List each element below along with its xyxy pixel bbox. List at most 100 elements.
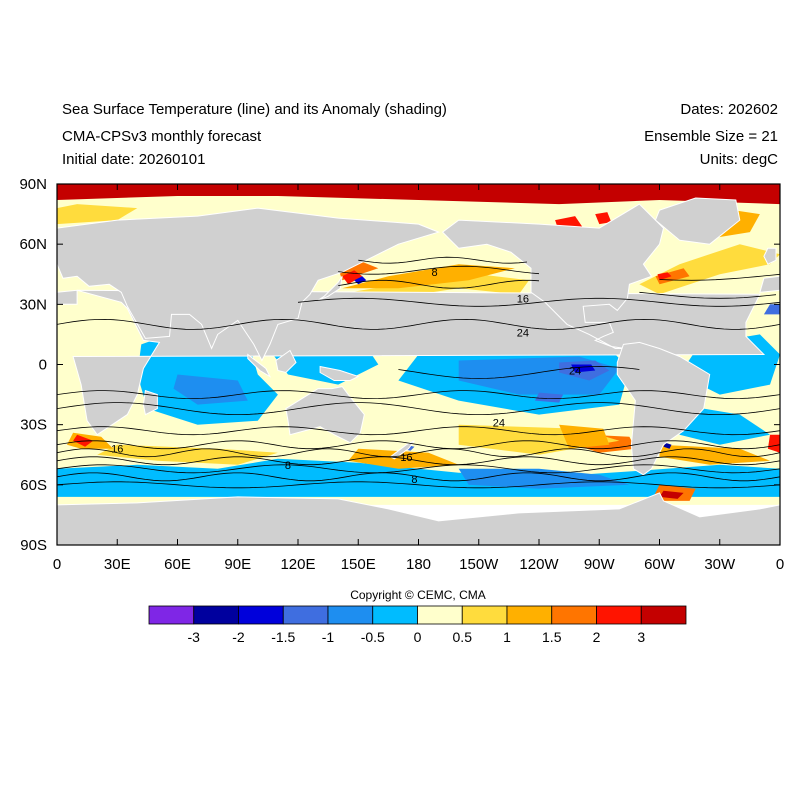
iberia-land — [759, 275, 780, 293]
lat-tick-label: 90S — [20, 537, 47, 554]
chart-title: Sea Surface Temperature (line) and its A… — [62, 101, 447, 118]
isotherm-line — [57, 402, 780, 415]
south-america-land — [616, 341, 711, 476]
lat-tick-label: 0 — [39, 357, 47, 374]
lat-tick-label: 30N — [19, 296, 47, 313]
lat-tick-label: 60S — [20, 477, 47, 494]
colorbar-swatch — [282, 605, 329, 625]
north-america-land — [441, 203, 665, 349]
dates-label: Dates: 202602 — [680, 101, 778, 118]
lon-tick-label: 60W — [644, 556, 676, 573]
contour-label: 8 — [432, 267, 438, 279]
anomaly-region — [57, 204, 138, 225]
isotherm-line — [57, 390, 780, 400]
isotherm-line — [358, 256, 528, 264]
contour-label: 24 — [493, 418, 505, 430]
lon-tick-label: 120W — [519, 556, 559, 573]
isotherm-line — [57, 448, 780, 458]
colorbar-label: -2 — [232, 629, 245, 645]
colorbar-label: -0.5 — [361, 629, 385, 645]
colorbar-swatch — [506, 605, 553, 625]
antarctica-land — [57, 492, 780, 545]
land-masses — [57, 197, 780, 545]
anomaly-region — [657, 272, 672, 281]
isotherm-line — [338, 265, 540, 275]
colorbar-swatch — [596, 605, 642, 625]
contour-label: 24 — [517, 327, 529, 339]
contour-label: 16 — [517, 293, 529, 305]
colorbar-label: -3 — [188, 629, 201, 645]
colorbar-label: 1.5 — [542, 629, 562, 645]
anomaly-region — [173, 374, 248, 405]
contour-label: 8 — [411, 474, 417, 486]
map-ticks: 90N 60N 30N 0 30S 60S 90S 0 30E 60E 90E 120E 150E 180… — [19, 176, 784, 573]
lon-tick-label: 60E — [164, 556, 191, 573]
colorbar-label: 2 — [593, 629, 601, 645]
colorbar-swatch — [148, 605, 195, 625]
anomaly-region — [659, 490, 684, 499]
sumatra-land — [247, 353, 272, 378]
lat-tick-label: 30S — [20, 417, 47, 434]
lat-tick-label: 60N — [19, 236, 47, 253]
borneo-land — [275, 349, 297, 374]
contour-label: 24 — [569, 366, 581, 378]
anomaly-region — [663, 442, 672, 449]
colorbar-swatch — [551, 605, 597, 625]
colorbar-swatch — [238, 605, 284, 625]
anomaly-region — [659, 444, 770, 465]
lon-tick-label: 0 — [776, 556, 784, 573]
isotherm-line — [297, 297, 780, 307]
lon-tick-label: 150W — [459, 556, 499, 573]
initial-date-label: Initial date: 20260101 — [62, 151, 206, 168]
copyright-note: Copyright © CEMC, CMA — [350, 588, 486, 602]
anomaly-region — [763, 304, 780, 315]
madagascar-land — [142, 389, 158, 416]
colorbar-swatch — [327, 605, 374, 625]
colorbar-swatch — [461, 605, 508, 625]
australia-land — [285, 386, 365, 444]
eurasia-land — [57, 207, 441, 362]
uk-land — [763, 247, 777, 265]
isotherm-line — [659, 273, 780, 281]
isotherm-line — [338, 279, 540, 289]
lat-tick-label: 90N — [19, 176, 47, 193]
sst-contours — [57, 256, 780, 489]
contour-label: 16 — [111, 444, 123, 456]
isotherm-line — [639, 291, 777, 299]
anomaly-region — [655, 268, 690, 285]
contour-label: 16 — [400, 452, 412, 464]
anomaly-region — [57, 458, 780, 497]
new-zealand-land — [389, 440, 415, 460]
isotherm-line — [57, 426, 780, 436]
lon-tick-label: 90E — [224, 556, 251, 573]
sst-anomaly-map: 8 16 24 24 24 16 16 8 8 90N 60N 30N 0 30S 60S 90S 0 30E 6… — [19, 176, 784, 573]
anomaly-region — [639, 244, 780, 295]
colorbar-label: -1 — [322, 629, 335, 645]
lon-tick-label: 150E — [341, 556, 376, 573]
contour-labels: 8 16 24 24 24 16 16 8 8 — [111, 267, 581, 486]
isotherm-line — [57, 318, 780, 330]
isotherm-line — [57, 440, 780, 450]
anomaly-region — [458, 468, 630, 489]
colorbar-swatch — [417, 605, 463, 625]
new-guinea-land — [319, 365, 360, 381]
colorbar-swatch — [193, 605, 239, 625]
units-label: Units: degC — [699, 151, 778, 168]
greenland-land — [654, 197, 741, 245]
anomaly-region — [767, 434, 780, 453]
isotherm-line — [57, 464, 780, 474]
colorbar-label: -1.5 — [271, 629, 295, 645]
lon-tick-label: 180 — [406, 556, 431, 573]
colorbar-label: 1 — [503, 629, 511, 645]
anomaly-region — [595, 212, 612, 225]
colorbar-label: 0.5 — [453, 629, 473, 645]
model-label: CMA-CPSv3 monthly forecast — [62, 128, 262, 145]
isotherm-line — [57, 456, 780, 466]
lon-tick-label: 90W — [584, 556, 616, 573]
colorbar-swatch — [640, 605, 687, 625]
colorbar-label: 0 — [414, 629, 422, 645]
japan-land — [317, 276, 343, 301]
isotherm-line — [57, 481, 780, 489]
lon-tick-label: 120E — [280, 556, 315, 573]
anomaly-region — [97, 444, 278, 465]
